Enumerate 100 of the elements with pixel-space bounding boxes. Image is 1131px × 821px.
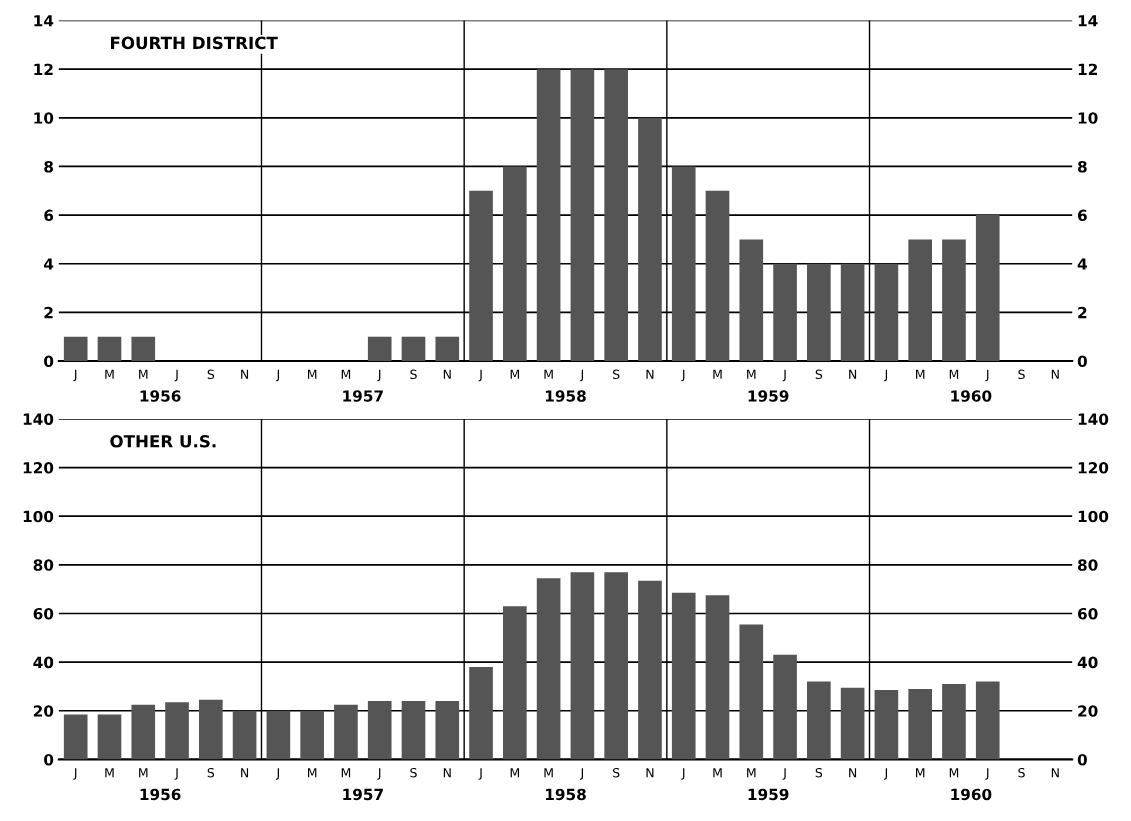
bar: [570, 69, 595, 362]
x-tick-label: M: [949, 768, 959, 778]
x-tick-label: M: [916, 768, 925, 778]
bar: [638, 580, 662, 760]
y2-tick-label: 14: [1078, 15, 1098, 27]
text: 1959: [748, 390, 789, 402]
text: FOURTH DISTRICT: [111, 36, 278, 50]
y-tick-label: 140: [23, 413, 54, 425]
bar: [570, 572, 595, 760]
x-tick-label: S: [815, 369, 823, 380]
x-tick-label: J: [985, 369, 989, 382]
bar: [942, 684, 966, 760]
bar: [604, 69, 628, 362]
bar: [705, 190, 730, 362]
text: 1958: [545, 390, 586, 402]
bar: [131, 704, 156, 760]
text: 1957: [343, 390, 383, 402]
bar: [942, 239, 966, 362]
x-tick-label: M: [139, 369, 148, 379]
x-tick-label: J: [275, 369, 279, 382]
y-tick-label: 8: [44, 160, 53, 173]
bar: [63, 714, 88, 760]
x-tick-label: M: [544, 369, 553, 379]
y2-tick-label: 20: [1078, 705, 1098, 717]
x-tick-label: M: [747, 768, 756, 778]
x-tick-label: J: [478, 369, 482, 382]
bar: [97, 336, 122, 362]
bar: [367, 336, 392, 362]
x-tick-label: J: [579, 369, 583, 382]
bar: [367, 701, 392, 760]
x-tick-label: S: [410, 767, 417, 778]
bar: [469, 667, 493, 760]
x-tick-label: J: [782, 369, 786, 382]
x-tick-label: N: [241, 369, 249, 379]
x-tick-label: J: [681, 768, 685, 780]
text: 1956: [140, 390, 181, 402]
bar: [739, 624, 764, 760]
bar: [334, 704, 358, 760]
bar: [503, 606, 527, 760]
x-tick-label: M: [916, 369, 925, 379]
y2-tick-label: 10: [1078, 112, 1098, 124]
y2-tick-label: 80: [1077, 559, 1098, 571]
y-tick-label: 10: [34, 112, 54, 124]
bar: [840, 687, 865, 760]
x-tick-label: S: [410, 369, 417, 380]
x-tick-label: N: [646, 768, 654, 778]
x-tick-label: M: [105, 369, 114, 379]
x-tick-label: N: [1051, 369, 1059, 379]
y2-tick-label: 6: [1078, 209, 1087, 222]
x-tick-label: S: [207, 767, 215, 778]
x-tick-label: N: [849, 369, 857, 379]
bar: [739, 239, 764, 362]
x-tick-label: N: [1051, 768, 1059, 778]
bar: [773, 263, 797, 362]
x-tick-label: S: [613, 767, 620, 778]
x-tick-label: M: [949, 369, 959, 379]
x-tick-label: M: [341, 369, 351, 379]
x-tick-label: J: [782, 768, 786, 780]
x-tick-label: S: [1018, 767, 1025, 778]
x-tick-label: M: [510, 768, 519, 778]
bar: [705, 595, 730, 760]
bar: [232, 710, 257, 760]
y-tick-label: 0: [44, 355, 54, 368]
bar: [874, 263, 899, 362]
bar: [638, 117, 662, 362]
text: 1960: [951, 390, 992, 402]
y-tick-label: 4: [44, 258, 54, 270]
bar: [840, 263, 865, 362]
x-tick-label: N: [241, 768, 249, 778]
bar: [165, 702, 189, 760]
bar: [469, 190, 493, 362]
x-tick-label: J: [174, 369, 178, 382]
x-tick-label: M: [105, 768, 114, 778]
x-tick-label: J: [478, 768, 482, 780]
y-tick-label: 0: [44, 753, 54, 766]
text: 1960: [951, 788, 992, 801]
x-tick-label: M: [510, 369, 519, 379]
x-tick-label: M: [139, 768, 148, 778]
bar: [975, 681, 1000, 760]
bar: [435, 336, 460, 362]
bar: [266, 710, 291, 760]
y-tick-label: 100: [23, 510, 54, 523]
text: 1958: [545, 788, 586, 801]
x-tick-label: J: [73, 369, 77, 382]
y-tick-label: 12: [34, 63, 53, 75]
y-tick-label: 6: [44, 209, 54, 222]
x-tick-label: M: [307, 768, 317, 778]
y2-tick-label: 0: [1077, 355, 1087, 368]
y-tick-label: 120: [23, 462, 54, 474]
y2-tick-label: 4: [1077, 258, 1087, 270]
y2-tick-label: 0: [1077, 753, 1087, 766]
x-tick-label: J: [883, 768, 888, 780]
x-tick-label: J: [985, 768, 989, 780]
bar: [604, 572, 628, 760]
bar: [435, 701, 460, 760]
x-tick-label: N: [443, 369, 451, 379]
bar: [63, 336, 88, 362]
bar: [401, 336, 426, 362]
x-tick-label: M: [341, 768, 351, 778]
text: OTHER U.S.: [110, 434, 216, 448]
